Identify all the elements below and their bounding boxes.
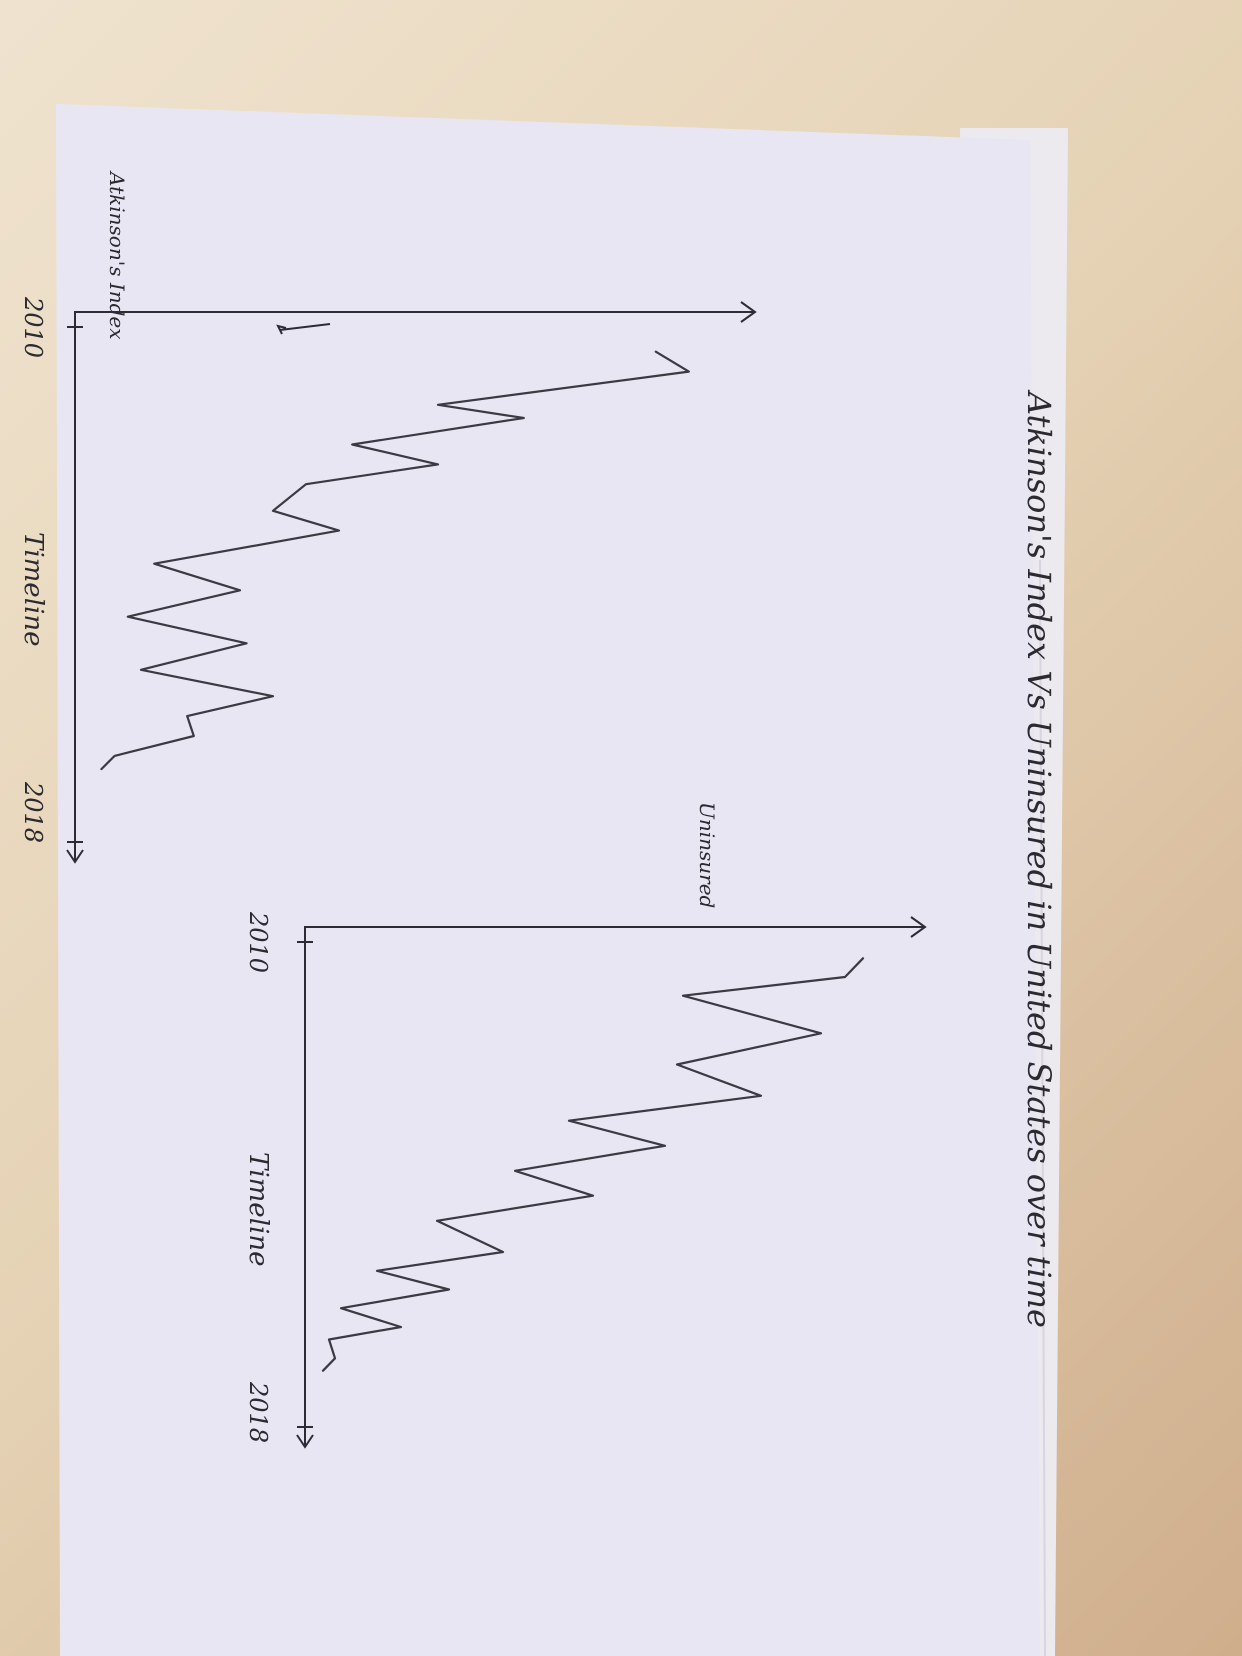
chart-1-x-arrow [66,849,84,864]
chart-2-xtick-2018: 2018 [244,1381,272,1443]
chart-2-xlabel: Timeline [243,1152,273,1266]
chart-1-y-axis [276,324,287,335]
chart-1-xtick-2010: 2010 [19,296,47,358]
paper-fold [1039,559,1046,1656]
chart-2-y-arrow [910,916,927,938]
chart-2-ylabel: Uninsured [695,802,719,908]
chart-2-x-arrow [296,1434,314,1449]
chart-1-y-arrow [740,301,757,323]
chart-2-series-line [321,957,865,1372]
chart-1-xtick-2018: 2018 [19,781,47,843]
chart-2: Uninsured Timeline 2010 2018 [243,802,927,1449]
chart-2-xtick-2010: 2010 [244,911,272,973]
chart-1-ylabel: Atkinson's Index [105,170,129,340]
chart-1-series-line [100,350,690,771]
chart-1-xlabel: Timeline [18,532,48,646]
paper [56,104,1040,1656]
chart-title: Atkinson's Index Vs Uninsured in United … [1020,389,1058,1328]
chart-1-axes [74,311,755,862]
chart-2-axes [304,926,925,1447]
chart-1: Atkinson's Index Timeline 2010 2018 [18,170,757,864]
chart-1-y-axis-line [279,323,331,331]
